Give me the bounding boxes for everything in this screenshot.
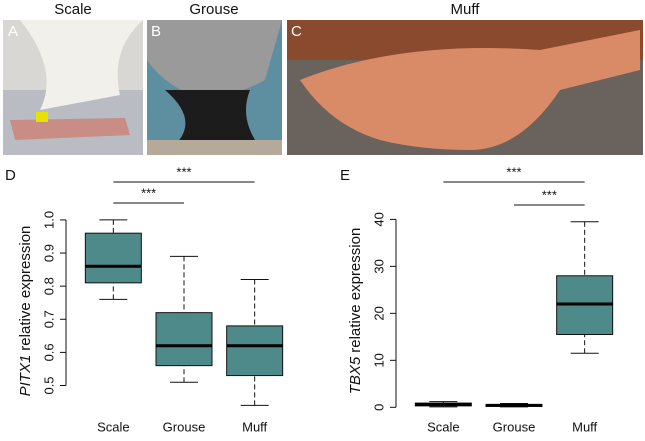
panel-letter: B	[151, 23, 161, 40]
x-tick-label: Scale	[97, 419, 130, 434]
y-axis-label-text: relative expression	[17, 226, 34, 351]
y-tick-label: 0.5	[41, 376, 56, 394]
y-tick-label: 40	[371, 212, 386, 226]
y-tick-label: 0	[371, 404, 386, 411]
x-tick-label: Grouse	[163, 419, 206, 434]
photo-c	[287, 20, 643, 155]
photo-a	[3, 20, 143, 155]
significance-label: ***	[176, 164, 191, 179]
y-tick-label: 10	[371, 353, 386, 367]
y-tick-label: 0.8	[41, 277, 56, 295]
x-tick-label: Scale	[427, 419, 460, 434]
panel-letter: C	[291, 23, 302, 40]
y-tick-label: 1.0	[41, 211, 56, 229]
photo-title: Grouse	[189, 1, 238, 18]
panel-letter: E	[340, 167, 350, 184]
y-axis-label-gene: PITX1	[17, 355, 34, 397]
y-tick-label: 0.6	[41, 343, 56, 361]
y-tick-label: 0.9	[41, 244, 56, 262]
x-tick-label: Grouse	[493, 419, 536, 434]
significance-label: ***	[542, 187, 557, 202]
x-tick-label: Muff	[242, 419, 267, 434]
y-axis-label: PITX1 relative expression	[17, 226, 34, 397]
panel-letter: A	[8, 23, 18, 40]
panel-letter: D	[5, 167, 16, 184]
photo-title: Muff	[451, 1, 481, 18]
photo-b	[147, 20, 282, 155]
y-tick-label: 0.7	[41, 310, 56, 328]
y-axis-label-gene: TBX5	[347, 356, 364, 394]
box	[226, 325, 284, 377]
significance-label: ***	[506, 164, 521, 179]
y-axis-label-text: relative expression	[347, 228, 364, 353]
box	[84, 232, 142, 284]
x-tick-label: Muff	[572, 419, 597, 434]
box	[155, 312, 213, 367]
photo-title: Scale	[54, 1, 92, 18]
y-axis-label: TBX5 relative expression	[347, 228, 364, 395]
y-tick-label: 30	[371, 259, 386, 273]
significance-label: ***	[141, 185, 156, 200]
y-tick-label: 20	[371, 306, 386, 320]
